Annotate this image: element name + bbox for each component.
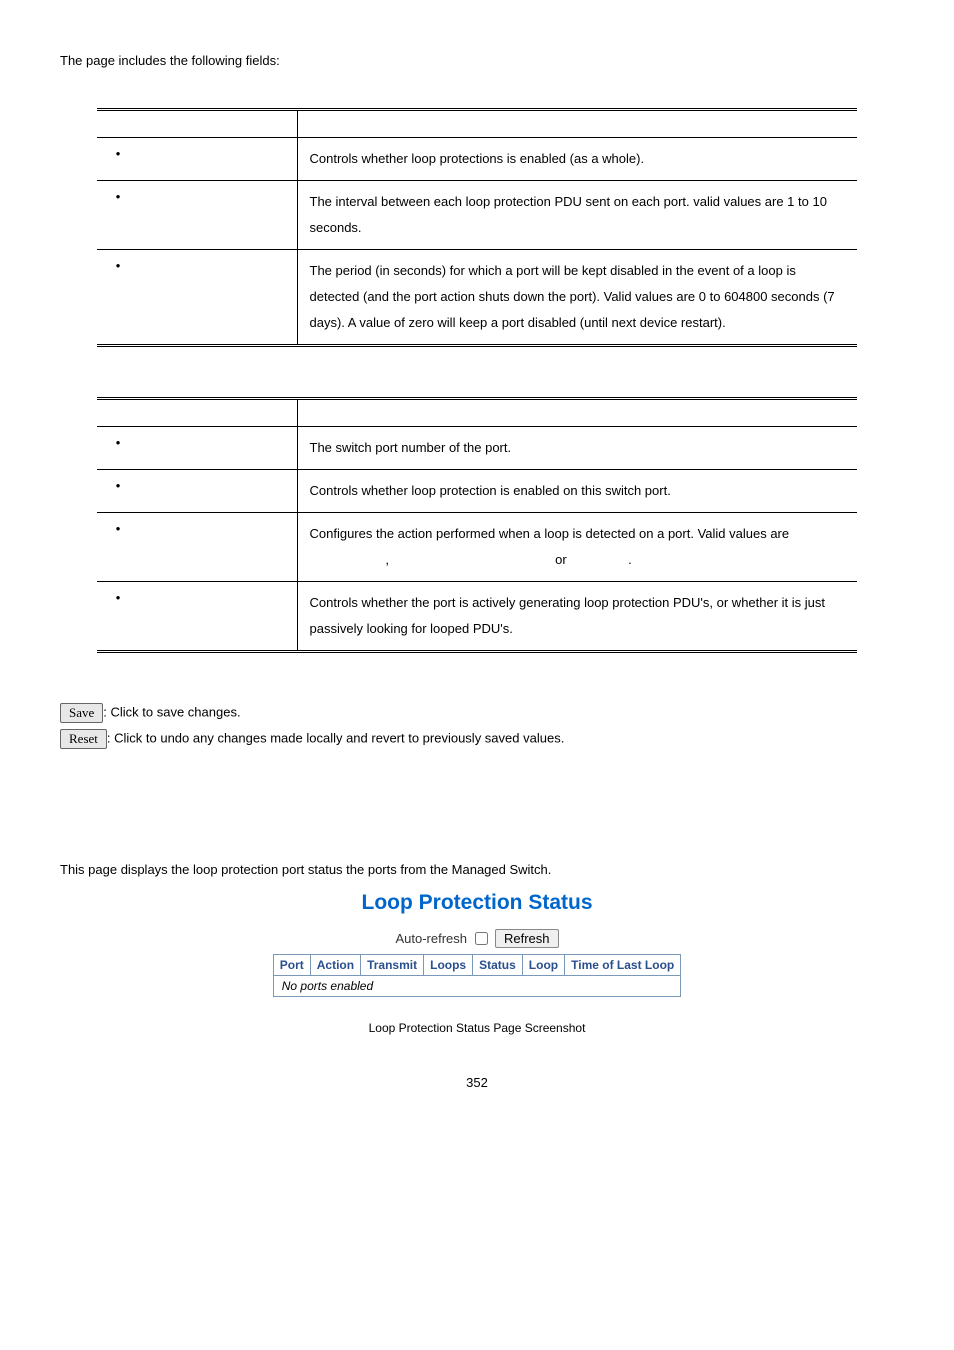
desc-part: Configures the action performed when a l… [310,526,790,541]
bullet-icon: • [109,478,127,493]
reset-button[interactable]: Reset [60,729,107,749]
table-row: • The interval between each loop protect… [97,181,857,250]
col-port: Port [273,955,310,976]
auto-refresh-label: Auto-refresh [395,931,467,946]
general-settings-table: • Controls whether loop protections is e… [97,108,857,347]
table-row: • Controls whether loop protection is en… [97,470,857,513]
bullet-icon: • [109,189,127,204]
bullet-icon: • [109,590,127,605]
save-line: Save: Click to save changes. [60,703,894,723]
status-header-row: Port Action Transmit Loops Status Loop T… [273,955,681,976]
col-loop: Loop [522,955,564,976]
table-row: • Configures the action performed when a… [97,513,857,582]
reset-line: Reset: Click to undo any changes made lo… [60,729,894,749]
col-loops: Loops [424,955,473,976]
save-button[interactable]: Save [60,703,103,723]
status-empty-row: No ports enabled [273,976,681,997]
save-desc: : Click to save changes. [103,704,240,719]
cell-desc: Controls whether loop protections is ena… [297,138,857,181]
status-title: Loop Protection Status [60,891,894,915]
table-row: • The period (in seconds) for which a po… [97,250,857,346]
cell-desc: The switch port number of the port. [297,427,857,470]
table-row: • Controls whether loop protections is e… [97,138,857,181]
page-number: 352 [60,1075,894,1090]
auto-refresh-checkbox[interactable] [475,932,488,945]
port-config-table: • The switch port number of the port. • … [97,397,857,653]
figure-caption: Loop Protection Status Page Screenshot [60,1021,894,1035]
no-ports-cell: No ports enabled [273,976,681,997]
status-intro: This page displays the loop protection p… [60,862,894,877]
table-row: • Controls whether the port is actively … [97,582,857,652]
cell-desc: Controls whether the port is actively ge… [297,582,857,652]
bullet-icon: • [109,258,127,273]
col-action: Action [310,955,360,976]
col-time: Time of Last Loop [565,955,681,976]
table-header-row [97,399,857,427]
bullet-icon: • [109,521,127,536]
status-screenshot: Loop Protection Status Auto-refresh Refr… [60,891,894,997]
cell-desc: Configures the action performed when a l… [297,513,857,582]
table-row: • The switch port number of the port. [97,427,857,470]
cell-desc: Controls whether loop protection is enab… [297,470,857,513]
cell-desc: The period (in seconds) for which a port… [297,250,857,346]
desc-part: , [385,552,389,567]
cell-desc: The interval between each loop protectio… [297,181,857,250]
col-status: Status [473,955,523,976]
table-header-row [97,110,857,138]
reset-desc: : Click to undo any changes made locally… [107,730,564,745]
bullet-icon: • [109,435,127,450]
bullet-icon: • [109,146,127,161]
auto-refresh-row: Auto-refresh Refresh [60,929,894,948]
desc-part: or [555,552,567,567]
desc-part: . [628,552,632,567]
status-table: Port Action Transmit Loops Status Loop T… [273,954,682,997]
refresh-button[interactable]: Refresh [495,929,559,948]
intro-text: The page includes the following fields: [60,53,894,68]
col-transmit: Transmit [361,955,424,976]
